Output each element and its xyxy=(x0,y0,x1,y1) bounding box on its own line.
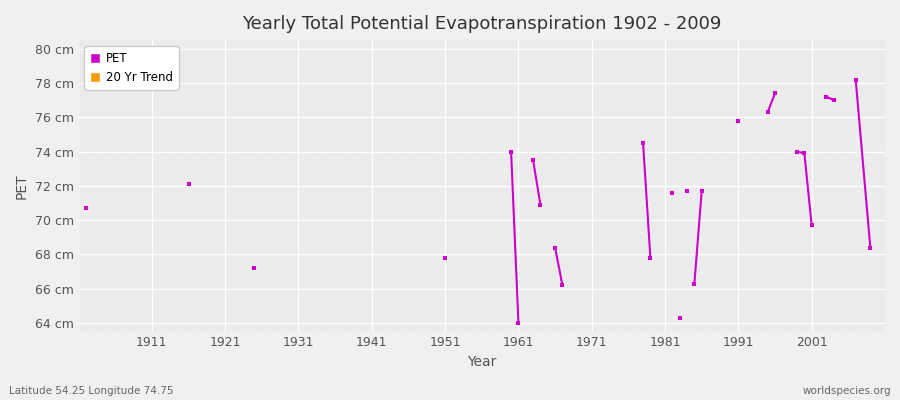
Y-axis label: PET: PET xyxy=(15,173,29,199)
Legend: PET, 20 Yr Trend: PET, 20 Yr Trend xyxy=(85,46,178,90)
Text: Latitude 54.25 Longitude 74.75: Latitude 54.25 Longitude 74.75 xyxy=(9,386,174,396)
Title: Yearly Total Potential Evapotranspiration 1902 - 2009: Yearly Total Potential Evapotranspiratio… xyxy=(242,15,722,33)
X-axis label: Year: Year xyxy=(467,355,497,369)
Text: worldspecies.org: worldspecies.org xyxy=(803,386,891,396)
